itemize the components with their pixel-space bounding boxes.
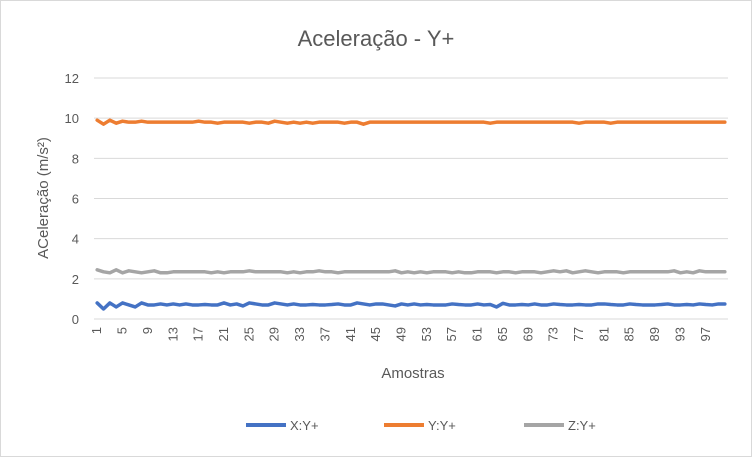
chart-title: Aceleração - Y+ bbox=[298, 26, 455, 51]
x-tick-label: 61 bbox=[470, 327, 485, 341]
x-tick-label: 41 bbox=[343, 327, 358, 341]
y-tick-label: 6 bbox=[72, 192, 79, 207]
legend-label: Y:Y+ bbox=[428, 418, 456, 433]
x-tick-label: 57 bbox=[444, 327, 459, 341]
y-tick-label: 8 bbox=[72, 151, 79, 166]
series-line-2 bbox=[95, 118, 727, 126]
gridlines bbox=[94, 77, 728, 280]
x-tick-label: 17 bbox=[191, 327, 206, 341]
x-tick-label: 13 bbox=[165, 327, 180, 341]
series-layer bbox=[95, 118, 727, 311]
y-axis-title: ACeleração (m/s²) bbox=[35, 137, 52, 259]
x-tick-label: 49 bbox=[393, 327, 408, 341]
x-tick-label: 33 bbox=[292, 327, 307, 341]
x-tick-label: 77 bbox=[571, 327, 586, 341]
x-tick-label: 37 bbox=[317, 327, 332, 341]
x-tick-label: 29 bbox=[267, 327, 282, 341]
y-tick-label: 10 bbox=[65, 111, 79, 126]
series-line-1 bbox=[95, 301, 727, 311]
x-axis-ticks: 1 5 9 13 17 21 25 29 33 37 41 45 49 53 57 61 65 69 73 77 81 8… bbox=[89, 327, 713, 341]
legend-label: X:Y+ bbox=[290, 418, 319, 433]
x-tick-label: 53 bbox=[419, 327, 434, 341]
x-tick-label: 5 bbox=[115, 327, 130, 334]
x-tick-label: 9 bbox=[140, 327, 155, 334]
x-tick-label: 69 bbox=[520, 327, 535, 341]
y-tick-label: 2 bbox=[72, 272, 79, 287]
y-tick-label: 4 bbox=[72, 232, 79, 247]
series-line-3 bbox=[95, 268, 727, 275]
legend-label: Z:Y+ bbox=[568, 418, 596, 433]
x-tick-label: 85 bbox=[622, 327, 637, 341]
legend: X:Y+ Y:Y+ Z:Y+ bbox=[246, 418, 596, 433]
x-tick-label: 73 bbox=[546, 327, 561, 341]
x-tick-label: 97 bbox=[698, 327, 713, 341]
x-tick-label: 45 bbox=[368, 327, 383, 341]
y-tick-label: 0 bbox=[72, 312, 79, 327]
y-tick-label: 12 bbox=[65, 71, 79, 86]
x-tick-label: 65 bbox=[495, 327, 510, 341]
y-axis-ticks: 0 2 4 6 8 10 12 bbox=[65, 71, 79, 327]
x-tick-label: 89 bbox=[647, 327, 662, 341]
x-tick-label: 93 bbox=[672, 327, 687, 341]
x-tick-label: 81 bbox=[596, 327, 611, 341]
x-tick-label: 21 bbox=[216, 327, 231, 341]
x-tick-label: 1 bbox=[89, 327, 104, 334]
x-tick-label: 25 bbox=[241, 327, 256, 341]
x-axis-title: Amostras bbox=[381, 365, 444, 382]
